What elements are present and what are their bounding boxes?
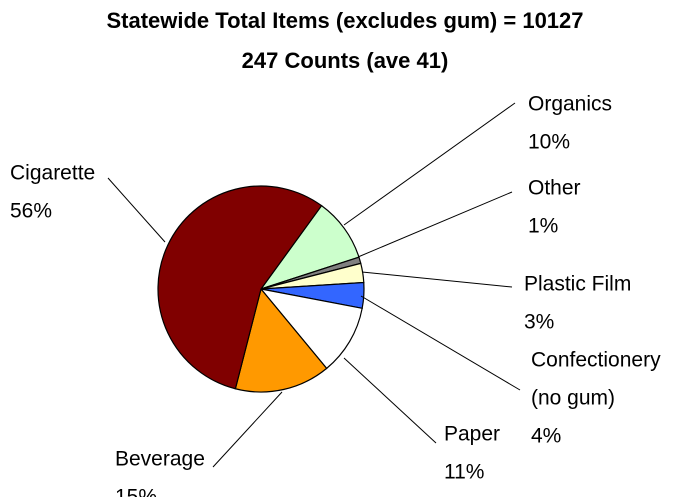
slice-label-paper: Paper 11% [444,422,500,483]
pie-slice-beverage [234,287,328,393]
slice-name-label: Organics [528,92,612,115]
pie-slices [157,185,365,393]
slice-label-cigarette: Cigarette 56% [10,161,95,222]
chart-title-line-2: 247 Counts (ave 41) [242,48,449,73]
leader-line-paper [343,357,437,444]
slice-name-label: Other [528,176,581,199]
slice-name-label: Paper [444,422,500,445]
slice-percent-label: 11% [444,460,484,483]
slice-percent-label: 4% [531,424,561,447]
leader-line-other [357,191,513,258]
slice-labels: Organics 10% Other 1% Plastic Film 3% Confecti… [10,92,661,497]
chart-title-line-1: Statewide Total Items (excludes gum) = 1… [106,8,583,33]
slice-label-plastic-film: Plastic Film 3% [524,272,631,333]
leader-line-beverage [212,391,283,468]
leader-line-confectionery-no-gum [360,295,521,391]
slice-name-label: Confectionery [531,348,661,371]
leader-lines [107,102,521,468]
slice-label-other: Other 1% [528,176,581,237]
leader-line-organics [343,102,516,226]
slice-name-label: (no gum) [531,386,615,409]
pie-slice-cigarette [157,185,323,390]
pie-slice-paper [259,288,363,370]
slice-percent-label: 10% [528,130,570,153]
slice-label-organics: Organics 10% [528,92,612,153]
slice-label-beverage: Beverage 15% [115,447,205,497]
chart-title: Statewide Total Items (excludes gum) = 1… [106,8,583,73]
leader-line-plastic-film [361,271,513,288]
slice-percent-label: 56% [10,199,52,222]
slice-percent-label: 1% [528,214,558,237]
slice-name-label: Beverage [115,447,205,470]
leader-line-cigarette [107,177,166,243]
slice-percent-label: 15% [115,485,157,497]
slice-percent-label: 3% [524,310,554,333]
slice-label-confectionery-no-gum: Confectionery (no gum) 4% [531,348,661,447]
slice-name-label: Cigarette [10,161,95,184]
slice-name-label: Plastic Film [524,272,631,295]
